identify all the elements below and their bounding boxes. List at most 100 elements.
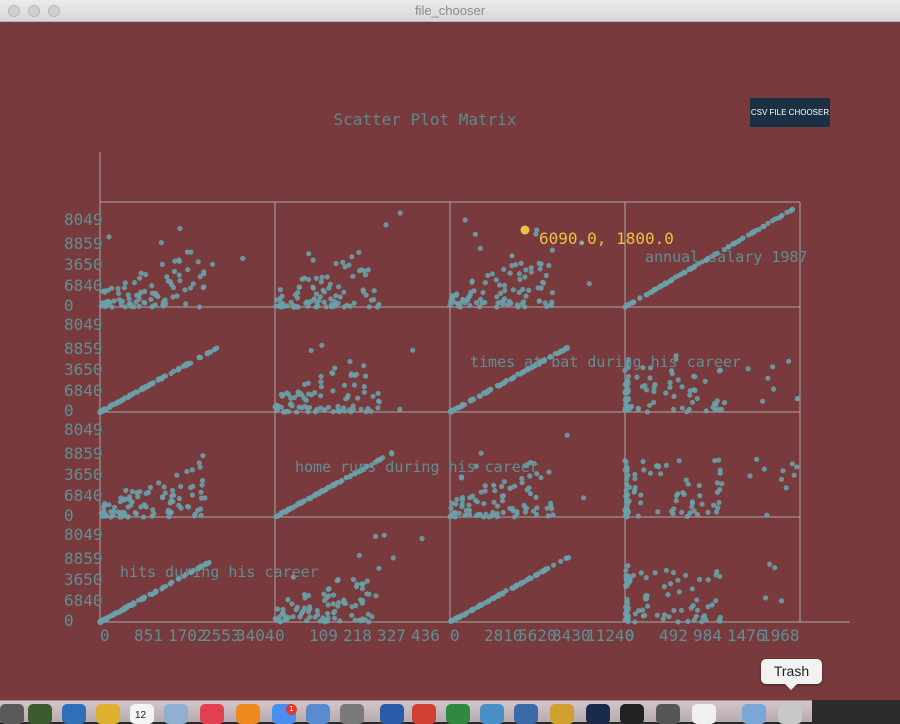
data-point — [331, 615, 338, 621]
data-point — [454, 496, 460, 502]
data-point — [183, 301, 189, 307]
zoom-window-button[interactable] — [48, 5, 60, 17]
trash-icon[interactable] — [778, 704, 802, 724]
data-point — [342, 264, 348, 270]
data-point — [346, 262, 352, 268]
data-point — [665, 592, 671, 598]
flow-icon[interactable] — [514, 704, 538, 724]
data-point — [98, 409, 104, 415]
processing-icon[interactable] — [586, 704, 610, 724]
network-icon[interactable] — [480, 704, 504, 724]
data-point — [459, 501, 465, 507]
data-point — [330, 601, 336, 607]
data-point — [668, 277, 675, 283]
data-point — [345, 392, 351, 399]
data-point — [694, 597, 700, 603]
data-point — [770, 364, 776, 370]
data-point — [121, 496, 127, 502]
data-point — [335, 577, 341, 583]
data-point — [713, 572, 719, 578]
data-point — [489, 271, 495, 277]
data-point — [485, 272, 491, 279]
system-prefs-icon[interactable] — [340, 704, 364, 724]
csv-file-chooser-button[interactable]: CSV FILE CHOOSER — [750, 98, 830, 127]
y-tick-label: 0 — [64, 506, 74, 525]
data-point — [538, 475, 544, 481]
data-point — [331, 610, 337, 616]
word-icon[interactable] — [380, 704, 404, 724]
java-icon[interactable] — [412, 704, 436, 724]
x-tick-label: 2810 — [484, 626, 523, 645]
x-tick-label: 1968 — [761, 626, 800, 645]
data-point — [480, 289, 486, 296]
data-point — [647, 375, 653, 381]
data-point — [198, 489, 204, 495]
data-point — [630, 572, 637, 579]
data-point — [149, 283, 155, 289]
terminal-icon[interactable] — [620, 704, 644, 724]
data-point — [350, 273, 356, 279]
data-point — [638, 500, 644, 506]
data-point — [325, 615, 331, 621]
data-point — [670, 406, 677, 412]
app-store-icon[interactable]: 1 — [272, 704, 297, 724]
data-point — [123, 487, 129, 493]
data-point — [349, 254, 355, 260]
sublime-icon[interactable] — [656, 704, 680, 724]
finder-icon[interactable] — [0, 704, 24, 724]
data-point — [321, 289, 327, 295]
data-point — [191, 513, 197, 519]
data-point — [318, 393, 324, 399]
calendar-icon[interactable]: 12 — [130, 704, 154, 724]
data-point — [528, 265, 534, 271]
safari-icon[interactable] — [62, 704, 86, 724]
minimize-window-button[interactable] — [28, 5, 40, 17]
data-point — [481, 501, 487, 507]
data-point — [159, 495, 166, 501]
preview-icon[interactable] — [164, 704, 188, 724]
data-point — [360, 288, 367, 295]
data-point — [190, 281, 196, 287]
scatter-plot-matrix[interactable]: 8049885936506840080498859365068400804988… — [0, 0, 900, 700]
activity-monitor-icon[interactable] — [28, 704, 52, 724]
data-point — [492, 488, 498, 494]
data-point — [321, 591, 327, 597]
data-point — [375, 405, 381, 411]
data-point — [140, 386, 146, 392]
data-point — [277, 295, 283, 302]
data-point — [304, 618, 310, 624]
books-icon[interactable] — [236, 704, 260, 724]
data-point — [510, 287, 516, 293]
data-point — [499, 483, 505, 489]
data-point — [478, 450, 484, 456]
data-point — [638, 492, 644, 498]
data-point — [772, 565, 778, 571]
chrome-icon[interactable] — [96, 704, 120, 724]
music-icon[interactable] — [200, 704, 224, 724]
data-point — [330, 483, 336, 489]
data-point — [705, 255, 711, 262]
excel-icon[interactable] — [446, 704, 470, 724]
data-point — [467, 292, 473, 298]
xcode-icon[interactable] — [306, 704, 330, 724]
data-point — [558, 558, 564, 564]
data-point — [197, 464, 203, 470]
data-point — [307, 614, 313, 620]
folder-icon[interactable] — [742, 704, 766, 724]
data-point — [176, 495, 182, 502]
data-point — [366, 619, 372, 625]
data-point — [668, 368, 675, 374]
rainbow-icon[interactable] — [550, 704, 574, 724]
data-point — [531, 460, 537, 467]
data-point — [522, 509, 529, 515]
data-point — [125, 292, 131, 298]
data-point — [538, 285, 544, 291]
jar-icon[interactable] — [692, 704, 716, 724]
data-point — [397, 406, 403, 412]
data-point — [549, 247, 556, 253]
data-point — [686, 406, 692, 412]
data-point — [501, 479, 507, 485]
data-point — [300, 608, 306, 615]
close-window-button[interactable] — [8, 5, 20, 17]
data-point — [353, 602, 359, 609]
